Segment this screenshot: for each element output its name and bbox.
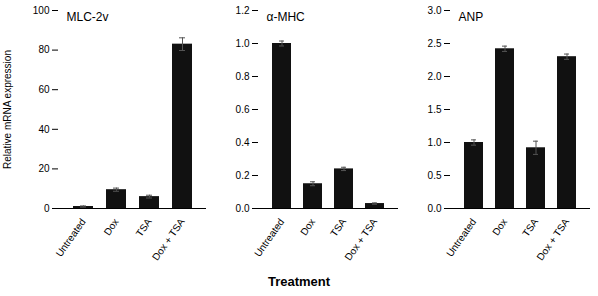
svg-text:Dox: Dox (490, 216, 509, 237)
svg-text:0: 0 (44, 203, 50, 214)
svg-text:0.8: 0.8 (236, 71, 250, 82)
svg-text:Untreated: Untreated (54, 216, 88, 258)
svg-text:0.0: 0.0 (236, 203, 250, 214)
svg-text:Relative mRNA expression: Relative mRNA expression (2, 50, 13, 169)
svg-text:Dox + TSA: Dox + TSA (150, 216, 187, 262)
svg-text:TSA: TSA (328, 216, 348, 239)
svg-text:60: 60 (38, 84, 50, 95)
svg-text:Dox + TSA: Dox + TSA (534, 216, 571, 262)
svg-text:100: 100 (33, 5, 50, 16)
svg-text:1.2: 1.2 (236, 5, 250, 16)
svg-text:40: 40 (38, 124, 50, 135)
svg-text:20: 20 (38, 163, 50, 174)
svg-text:ANP: ANP (459, 10, 484, 24)
svg-text:Dox: Dox (298, 216, 317, 237)
svg-text:1.0: 1.0 (236, 38, 250, 49)
svg-text:Untreated: Untreated (444, 216, 478, 258)
svg-text:TSA: TSA (134, 216, 154, 239)
svg-text:Untreated: Untreated (252, 216, 286, 258)
svg-text:1.5: 1.5 (428, 104, 442, 115)
svg-text:Dox: Dox (102, 216, 121, 237)
svg-text:α-MHC: α-MHC (267, 10, 306, 24)
svg-text:0.4: 0.4 (236, 137, 250, 148)
svg-text:TSA: TSA (520, 216, 540, 239)
svg-text:80: 80 (38, 44, 50, 55)
svg-text:2.5: 2.5 (428, 38, 442, 49)
svg-text:2.0: 2.0 (428, 71, 442, 82)
svg-text:0.6: 0.6 (236, 104, 250, 115)
svg-text:MLC-2v: MLC-2v (67, 10, 109, 24)
svg-text:0.2: 0.2 (236, 170, 250, 181)
svg-text:1.0: 1.0 (428, 137, 442, 148)
svg-text:0.0: 0.0 (428, 203, 442, 214)
svg-text:0.5: 0.5 (428, 170, 442, 181)
html-text:Treatment: Treatment (267, 274, 331, 289)
svg-text:Dox + TSA: Dox + TSA (342, 216, 379, 262)
svg-text:3.0: 3.0 (428, 5, 442, 16)
